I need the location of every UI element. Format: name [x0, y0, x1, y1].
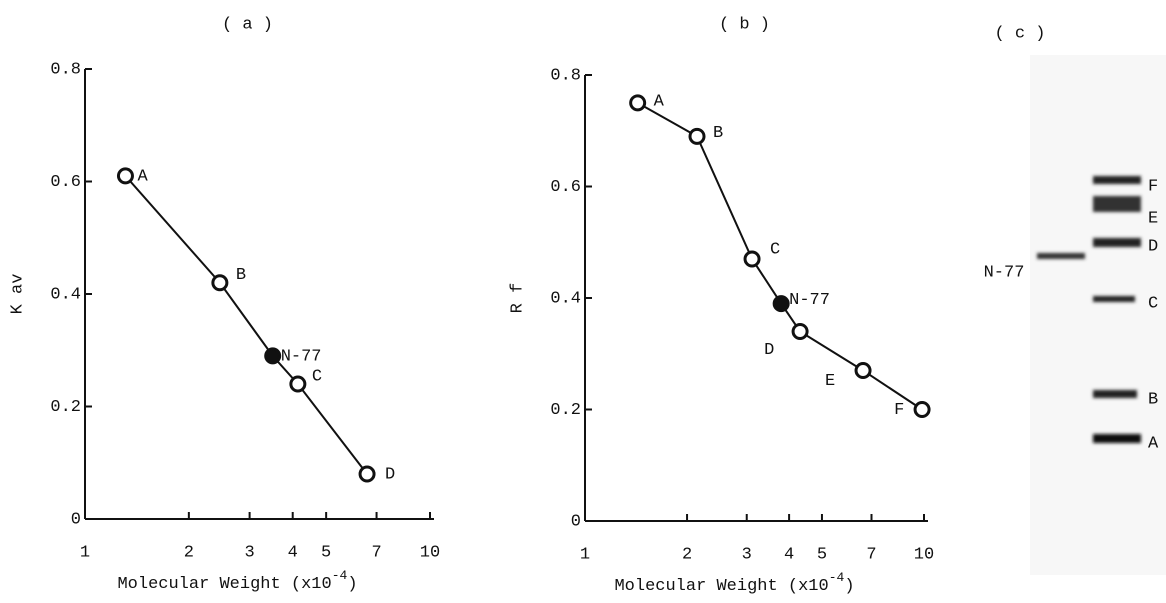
marker-label: D [1148, 237, 1158, 256]
point-label: C [312, 367, 322, 386]
figure: ( c ) N-77 F E D C B A ( a ) 0 0.2 0.4 0.6 0.… [0, 0, 1166, 603]
x-axis-label-exponent: -4 [829, 570, 845, 585]
sample-label: N-77 [984, 263, 1025, 282]
point-label: B [713, 124, 723, 143]
x-axis-label: Molecular Weight (x10-4) [117, 568, 357, 594]
band [1093, 390, 1137, 398]
point [915, 403, 929, 417]
x-tick-label: 5 [321, 543, 331, 562]
point [793, 324, 807, 338]
point [266, 349, 280, 363]
point-label: A [137, 167, 148, 186]
point-label: N-77 [789, 291, 830, 310]
x-tick-label: 1 [80, 543, 90, 562]
x-tick-label: 1 [580, 545, 590, 564]
x-tick-label: 3 [245, 543, 255, 562]
point [360, 467, 374, 481]
x-axis-label-exponent: -4 [332, 568, 348, 583]
y-tick-label: 0.2 [550, 401, 581, 420]
band [1093, 238, 1141, 247]
x-axis-label: Molecular Weight (x10-4) [614, 570, 854, 596]
point [690, 129, 704, 143]
point [631, 96, 645, 110]
x-tick-label: 7 [866, 545, 876, 564]
x-tick-label: 2 [682, 545, 692, 564]
point [774, 297, 788, 311]
point-label: E [825, 372, 835, 391]
y-tick-label: 0.6 [50, 173, 81, 192]
point [856, 363, 870, 377]
x-tick-label: 4 [288, 543, 298, 562]
gel-title: ( c ) [994, 24, 1045, 43]
x-axis-label-text: Molecular Weight (x10 [614, 577, 828, 596]
x-tick-label: 4 [784, 545, 794, 564]
point [118, 169, 132, 183]
y-tick-label: 0 [71, 510, 81, 529]
y-axis-label: K av [8, 274, 27, 315]
x-tick-label: 2 [184, 543, 194, 562]
marker-label: E [1148, 209, 1158, 228]
y-tick-label: 0.4 [550, 289, 581, 308]
x-tick-label: 10 [914, 545, 934, 564]
x-tick-label: 7 [371, 543, 381, 562]
point-label: C [770, 240, 780, 259]
x-axis-label-end: ) [844, 577, 854, 596]
y-tick-label: 0.8 [50, 60, 81, 79]
line [125, 176, 367, 474]
chart-title: ( a ) [222, 15, 273, 34]
y-tick-label: 0.6 [550, 178, 581, 197]
band [1093, 296, 1135, 302]
y-axis-label: R f [508, 283, 527, 314]
point [213, 276, 227, 290]
sample-band [1037, 253, 1085, 259]
point [745, 252, 759, 266]
chart-title: ( b ) [719, 15, 770, 34]
point-label: A [654, 92, 665, 111]
marker-label: C [1148, 294, 1158, 313]
band [1093, 434, 1141, 443]
y-tick-label: 0.8 [550, 66, 581, 85]
point [291, 377, 305, 391]
point-label: B [236, 266, 246, 285]
point-label: D [764, 341, 774, 360]
marker-label: A [1148, 434, 1159, 453]
x-axis-label-text: Molecular Weight (x10 [117, 575, 331, 594]
band [1093, 176, 1141, 184]
x-tick-label: 5 [817, 545, 827, 564]
y-tick-label: 0.2 [50, 398, 81, 417]
x-tick-label: 3 [742, 545, 752, 564]
x-tick-label: 10 [420, 543, 440, 562]
point-label: D [385, 465, 395, 484]
y-tick-label: 0.4 [50, 285, 81, 304]
point-label: N-77 [281, 347, 322, 366]
gel-background [1030, 55, 1166, 575]
marker-label: B [1148, 390, 1158, 409]
point-label: F [894, 401, 904, 420]
band [1093, 196, 1141, 212]
x-axis-label-end: ) [347, 575, 357, 594]
y-tick-label: 0 [571, 512, 581, 531]
marker-label: F [1148, 177, 1158, 196]
